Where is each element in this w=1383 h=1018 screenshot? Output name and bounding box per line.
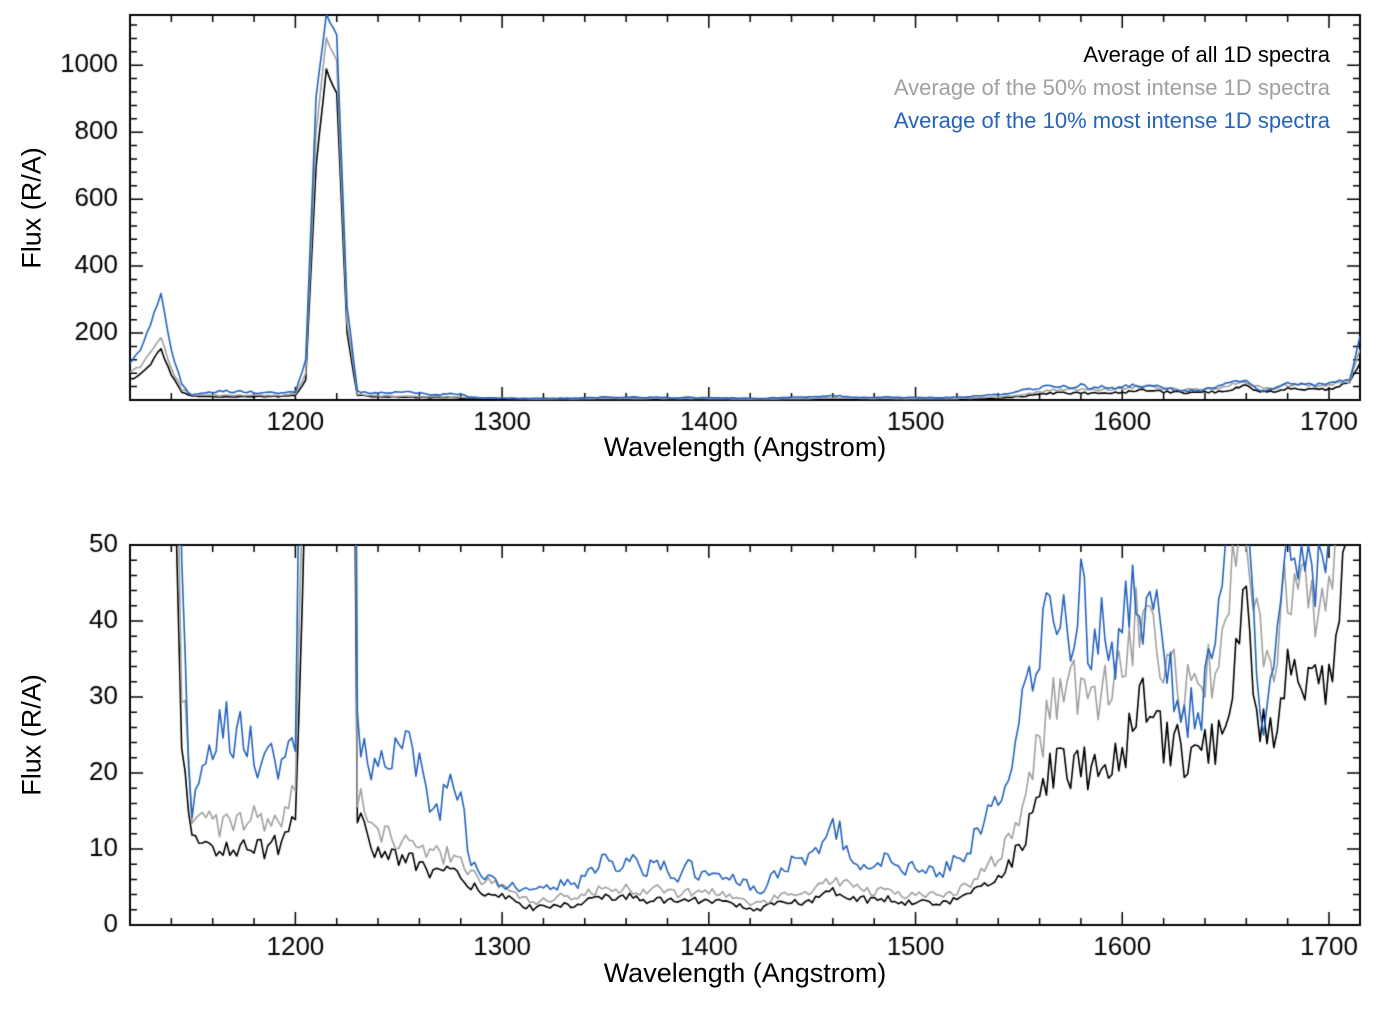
spectrum-plot-full-scale [0,0,1383,470]
bottom-panel-y-axis-label: Flux (R/A) [16,674,47,796]
top-panel-x-axis-label: Wavelength (Angstrom) [603,432,887,462]
spectrum-plot-zoom [0,470,1383,1018]
legend: Average of all 1D spectra Average of the… [894,38,1330,137]
legend-item-50pct-most-intense: Average of the 50% most intense 1D spect… [893,75,1330,100]
top-panel-y-axis-label: Flux (R/A) [16,147,47,269]
legend-item-all-spectra: Average of all 1D spectra [1083,42,1330,67]
bottom-panel-x-axis-label: Wavelength (Angstrom) [603,958,887,988]
legend-item-10pct-most-intense: Average of the 10% most intense 1D spect… [893,108,1330,133]
